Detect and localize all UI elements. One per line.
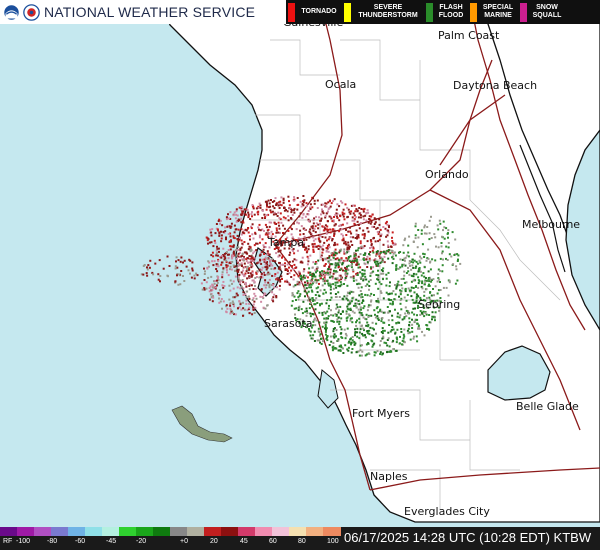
warning-legend: TORNADO SEVERE THUNDERSTORM FLASH FLOOD … [286,0,600,24]
scale-tick: -100 [16,538,31,545]
gulf-islands [171,405,233,443]
city-palm-coast: Palm Coast [438,29,500,42]
legend-swatch-severe-thunderstorm [344,2,351,22]
legend-item-flash-flood: FLASH FLOOD [424,0,468,24]
city-sebring: Sebring [418,298,460,311]
city-labels: Gainesville Palm Coast Ocala Daytona Bea… [264,16,580,518]
legend-swatch-special-marine [470,2,477,22]
legend-label-severe-thunderstorm: SEVERE THUNDERSTORM [358,4,418,19]
header-bar: NATIONAL WEATHER SERVICE [0,0,286,24]
legend-label-flash-flood: FLASH FLOOD [438,4,464,19]
legend-swatch-tornado [288,2,295,22]
scale-tick: 20 [210,538,218,545]
legend-item-snow-squall: SNOW SQUALL [518,0,566,24]
scale-tick: -80 [47,538,58,545]
city-melbourne: Melbourne [522,218,580,231]
city-tampa: Tampa [267,236,304,249]
atlantic-water [565,128,600,332]
scale-tick: +0 [180,538,188,545]
scale-tick: 60 [269,538,277,545]
scale-tick: -60 [75,538,86,545]
legend-swatch-flash-flood [426,2,433,22]
scale-tick: RF [3,538,13,545]
nws-logo-icon [23,3,40,21]
city-fort-myers: Fort Myers [352,407,410,420]
city-naples: Naples [370,470,408,483]
city-sarasota: Sarasota [264,317,313,330]
scale-tick: 80 [298,538,306,545]
highways [274,0,600,491]
noaa-logo-icon [3,3,20,21]
scale-tick: -20 [136,538,147,545]
indian-river-lagoon [519,144,566,273]
scale-tick: 100 [327,538,339,545]
bottom-bar: RF -100 -80 -60 -45 -20 +0 20 45 60 80 100 06/17/20… [0,527,600,550]
scale-tick: -45 [106,538,117,545]
legend-item-severe-thunderstorm: SEVERE THUNDERSTORM [342,0,424,24]
city-ocala: Ocala [325,78,356,91]
legend-label-snow-squall: SNOW SQUALL [532,4,562,19]
city-daytona-beach: Daytona Beach [453,79,537,92]
timestamp-label: 06/17/2025 14:28 UTC (10:28 EDT) KTBW [344,530,592,545]
legend-item-special-marine: SPECIAL MARINE [468,0,518,24]
city-everglades-city: Everglades City [404,505,490,518]
legend-swatch-snow-squall [520,2,527,22]
charlotte-harbor [317,369,339,409]
reflectivity-color-scale [0,527,341,536]
legend-item-tornado: TORNADO [286,0,342,24]
legend-label-tornado: TORNADO [301,8,337,15]
header-title: NATIONAL WEATHER SERVICE [44,4,256,20]
radar-echoes [140,195,462,357]
city-orlando: Orlando [425,168,469,181]
legend-label-special-marine: SPECIAL MARINE [482,4,514,19]
city-belle-glade: Belle Glade [516,400,579,413]
lake-okeechobee [487,345,551,401]
scale-tick: 45 [240,538,248,545]
